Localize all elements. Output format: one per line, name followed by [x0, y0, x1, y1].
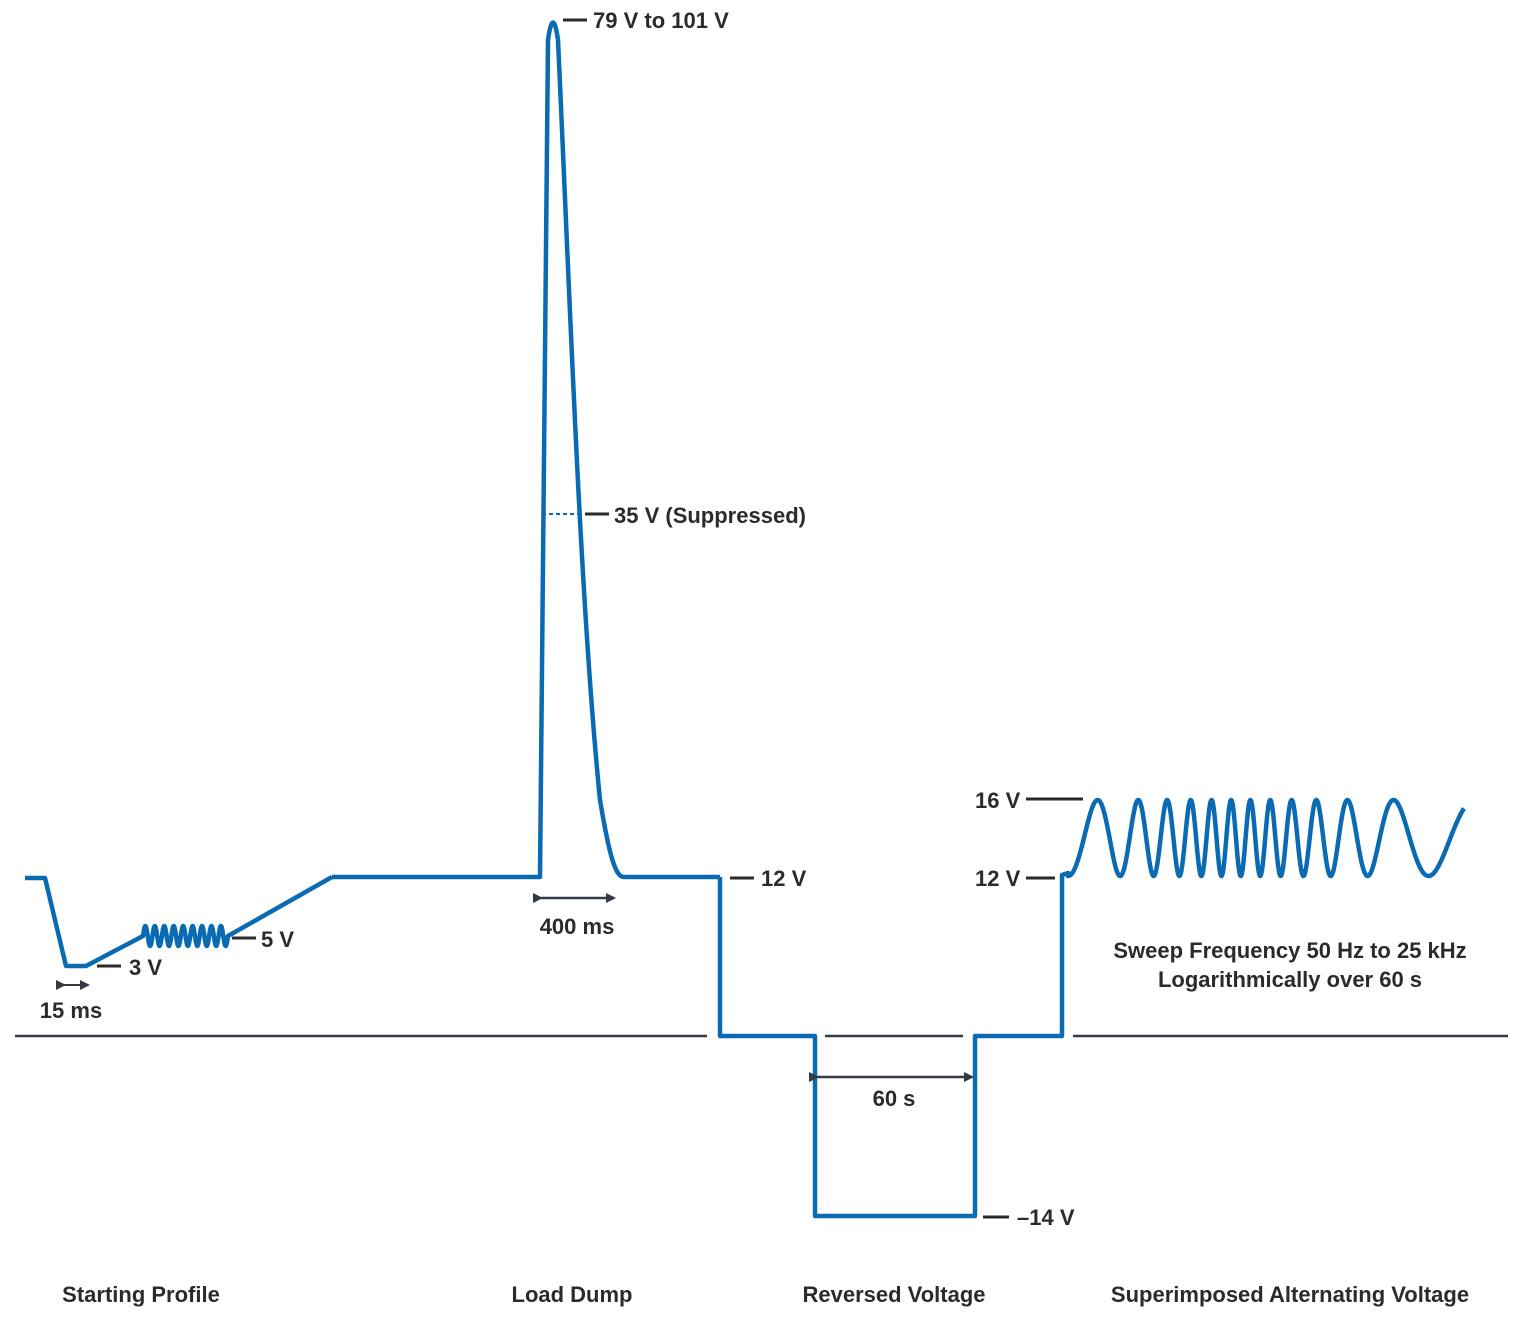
starting-profile-waveform — [25, 875, 334, 969]
label-15ms: 15 ms — [40, 998, 102, 1023]
label-12v-load-dump: 12 V — [761, 866, 807, 891]
label-3v: 3 V — [129, 955, 162, 980]
label-suppressed-voltage: 35 V (Suppressed) — [614, 503, 806, 528]
section-starting-profile: Starting Profile — [62, 1282, 220, 1307]
superimposed-alternating-waveform — [1059, 797, 1467, 879]
section-superimposed-alternating-voltage: Superimposed Alternating Voltage — [1111, 1282, 1469, 1307]
label-peak-voltage: 79 V to 101 V — [593, 8, 729, 33]
reversed-voltage-waveform — [717, 877, 1065, 1219]
load-dump-waveform — [332, 20, 720, 880]
label-16v: 16 V — [975, 788, 1021, 813]
label-5v: 5 V — [261, 927, 294, 952]
label-12v-alt: 12 V — [975, 866, 1021, 891]
sweep-note-line-2: Logarithmically over 60 s — [1158, 967, 1422, 992]
section-load-dump: Load Dump — [512, 1282, 633, 1307]
section-reversed-voltage: Reversed Voltage — [802, 1282, 985, 1307]
label-minus-14v: –14 V — [1017, 1205, 1075, 1230]
label-60s: 60 s — [873, 1086, 916, 1111]
sweep-note-line-1: Sweep Frequency 50 Hz to 25 kHz — [1113, 938, 1466, 963]
label-400ms: 400 ms — [540, 914, 615, 939]
